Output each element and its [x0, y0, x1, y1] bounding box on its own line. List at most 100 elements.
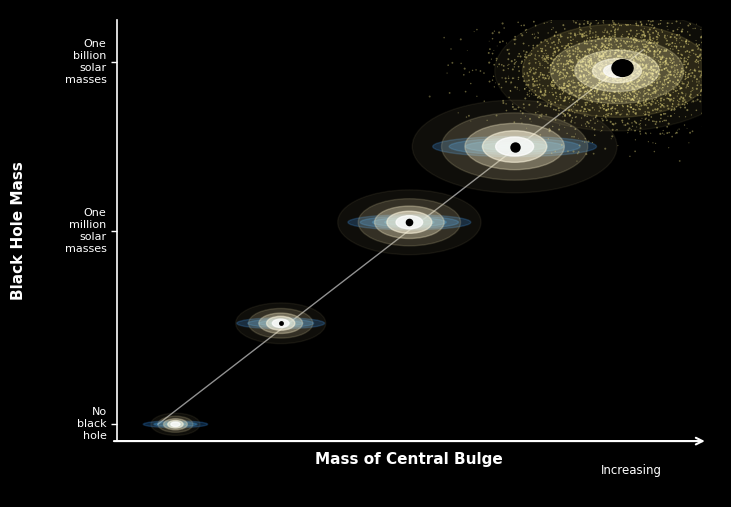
- Point: [536, 111, 548, 119]
- Point: [569, 44, 581, 52]
- Point: [580, 83, 592, 91]
- Point: [532, 98, 544, 106]
- Point: [647, 56, 659, 64]
- Point: [583, 88, 595, 96]
- Point: [622, 51, 634, 59]
- Point: [622, 66, 634, 75]
- Point: [549, 48, 561, 56]
- Point: [603, 80, 615, 88]
- Point: [631, 119, 643, 127]
- Point: [594, 104, 606, 112]
- Point: [648, 65, 659, 74]
- Point: [585, 52, 596, 60]
- Point: [671, 61, 683, 69]
- Point: [652, 30, 664, 39]
- Point: [637, 51, 648, 59]
- Point: [526, 73, 538, 81]
- Point: [671, 70, 683, 78]
- Point: [645, 129, 656, 137]
- Point: [651, 47, 663, 55]
- Point: [487, 50, 499, 58]
- Point: [590, 84, 602, 92]
- Point: [527, 44, 539, 52]
- Point: [646, 89, 658, 97]
- Point: [652, 45, 664, 53]
- Point: [667, 83, 679, 91]
- Point: [643, 116, 655, 124]
- Point: [715, 121, 727, 129]
- Point: [697, 123, 708, 131]
- Point: [512, 85, 523, 93]
- Point: [610, 71, 621, 79]
- Point: [706, 61, 718, 69]
- Point: [576, 114, 588, 122]
- Point: [624, 82, 636, 90]
- Point: [630, 0, 642, 7]
- Point: [505, 80, 517, 88]
- Point: [598, 41, 610, 49]
- Ellipse shape: [167, 420, 183, 428]
- Point: [608, 84, 620, 92]
- Point: [634, 60, 645, 68]
- Point: [635, 124, 646, 132]
- Ellipse shape: [248, 319, 314, 328]
- Point: [599, 61, 610, 69]
- Point: [659, 88, 670, 96]
- Point: [618, 78, 629, 86]
- Point: [700, 18, 712, 26]
- Point: [560, 47, 572, 55]
- Point: [695, 81, 707, 89]
- Point: [685, 90, 697, 98]
- Point: [618, 37, 629, 45]
- Point: [559, 44, 571, 52]
- Point: [668, 71, 680, 80]
- Point: [533, 29, 545, 37]
- Point: [666, 85, 678, 93]
- Point: [668, 55, 680, 63]
- Point: [661, 71, 673, 79]
- Point: [570, 113, 582, 121]
- Point: [589, 51, 601, 59]
- Point: [592, 62, 604, 70]
- Point: [609, 32, 621, 41]
- Point: [673, 47, 685, 55]
- Point: [631, 69, 643, 78]
- Point: [702, 20, 713, 28]
- Point: [591, 71, 602, 80]
- Point: [701, 107, 713, 116]
- Ellipse shape: [348, 214, 471, 230]
- Point: [625, 77, 637, 85]
- Point: [719, 89, 731, 97]
- Point: [685, 72, 697, 80]
- Point: [610, 84, 621, 92]
- Point: [667, 55, 679, 63]
- Point: [593, 82, 605, 90]
- Point: [643, 45, 654, 53]
- Point: [637, 56, 648, 64]
- Point: [530, 32, 542, 41]
- Point: [575, 55, 587, 63]
- Point: [575, 73, 587, 81]
- Point: [637, 60, 648, 68]
- Point: [653, 69, 664, 78]
- Point: [599, 83, 610, 91]
- Point: [630, 119, 642, 127]
- Point: [548, 51, 559, 59]
- Point: [579, 72, 591, 80]
- Point: [577, 73, 589, 81]
- Point: [661, 46, 673, 54]
- Point: [599, 25, 611, 33]
- Point: [602, 35, 614, 43]
- Point: [539, 19, 550, 27]
- Point: [615, 56, 626, 64]
- Point: [624, 41, 636, 49]
- Point: [613, 66, 625, 74]
- Point: [580, 74, 591, 82]
- Point: [576, 48, 588, 56]
- Point: [710, 115, 721, 123]
- Point: [635, 57, 647, 65]
- Point: [558, 82, 569, 90]
- Point: [564, 94, 575, 102]
- Point: [638, 63, 650, 71]
- Point: [592, 45, 604, 53]
